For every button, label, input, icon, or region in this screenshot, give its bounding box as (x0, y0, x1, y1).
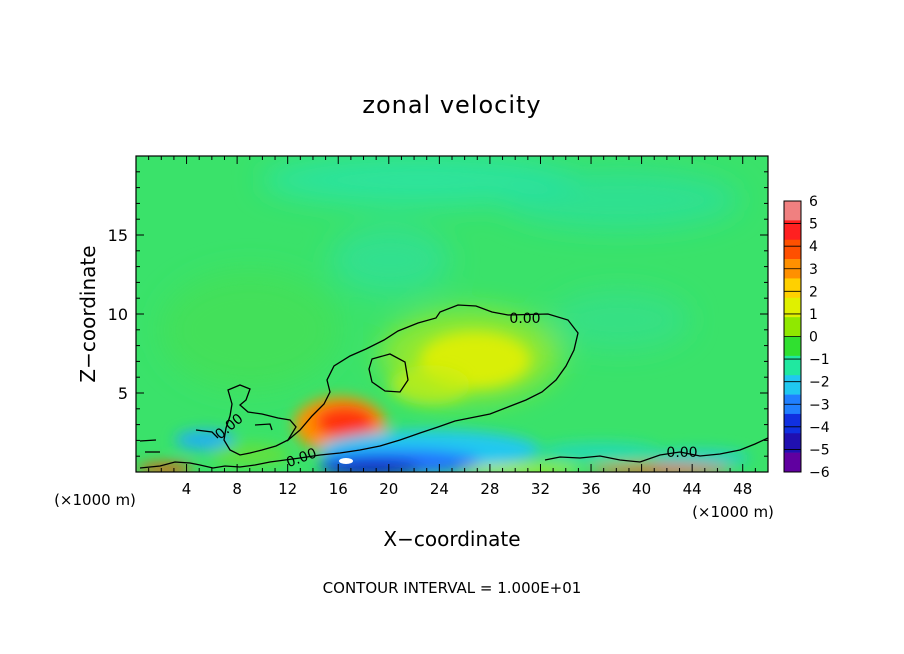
colorbar-tick-label: −6 (809, 465, 830, 481)
colorbar-swatch (784, 201, 801, 221)
colorbar-swatch (784, 278, 801, 299)
colorbar-swatch (784, 355, 801, 376)
left-cyan-blob (175, 430, 235, 450)
left-green-region (160, 270, 340, 390)
colorbar-tick-label: −3 (809, 397, 830, 413)
x-axis: 4 8 12 16 20 24 28 32 36 40 44 48 (135, 156, 769, 498)
surface-yellow-mid (460, 466, 580, 472)
left-green-low (210, 443, 290, 467)
upper-right-cyan-region (500, 170, 740, 230)
right-cyan-low (540, 442, 660, 462)
surface-red-right (590, 465, 730, 472)
colorbar-swatch (784, 336, 801, 357)
x-axis-label: X−coordinate (383, 527, 520, 551)
upper-cyan-region (260, 156, 580, 206)
chart-title: zonal velocity (362, 91, 541, 119)
zero-contour-island (368, 353, 409, 393)
x-tick-label: 36 (581, 480, 600, 498)
y-axis-label: Z−coordinate (76, 245, 100, 382)
colorbar-tick-label: 2 (809, 284, 818, 300)
colorbar-tick-label: −2 (809, 375, 830, 391)
x-tick-label: 4 (182, 480, 192, 498)
x-tick-label: 24 (430, 480, 449, 498)
contour-label: 0.00 (666, 445, 697, 461)
zero-contour-small-left (139, 423, 273, 453)
red-max-core (315, 406, 375, 438)
yellow-core-2 (390, 365, 470, 405)
colorbar-swatch (784, 433, 801, 453)
navy-minimum (320, 460, 420, 472)
colorbar-tick-label: −5 (809, 442, 830, 458)
contour-label: 0.00 (509, 311, 540, 327)
x-tick-label: 8 (232, 480, 242, 498)
colorbar: 6 5 4 3 2 1 0 −1 −2 −3 −4 −5 −6 (783, 194, 830, 481)
y-tick-label: 5 (118, 384, 128, 403)
colorbar-tick-label: −4 (809, 420, 830, 436)
zero-contour-right (544, 437, 768, 463)
right-cyan-low-2 (650, 449, 750, 467)
contour-interval-note: CONTOUR INTERVAL = 1.000E+01 (323, 579, 582, 597)
colorbar-tick-label: −1 (809, 352, 830, 368)
x-tick-label: 48 (733, 480, 752, 498)
colorbar-tick-label: 1 (809, 307, 818, 323)
colorbar-swatch (784, 317, 801, 337)
x-tick-label: 20 (379, 480, 398, 498)
colorbar-swatch (784, 220, 801, 241)
colorbar-tick-label: 4 (809, 239, 818, 255)
x-tick-label: 28 (480, 480, 499, 498)
colorbar-swatch (784, 375, 801, 395)
colorbar-swatch (784, 239, 801, 260)
colorbar-tick-label: 5 (809, 217, 818, 233)
colorbar-tick-label: 3 (809, 262, 818, 278)
y-tick-label: 15 (108, 226, 128, 245)
plot-area: 0.00 0.00 0.00 0.00 (136, 156, 768, 472)
x-tick-label: 32 (531, 480, 550, 498)
x-unit-label-left: (×1000 m) (54, 491, 136, 509)
x-unit-label-right: (×1000 m) (692, 503, 774, 521)
x-tick-label: 16 (329, 480, 348, 498)
colorbar-swatch (784, 297, 801, 318)
colorbar-tick-label: 0 (809, 330, 818, 346)
zero-contour-left (223, 384, 297, 456)
mid-cyan-region (330, 225, 450, 295)
colorbar-tick-label: 6 (809, 194, 818, 210)
x-tick-label: 40 (632, 480, 651, 498)
zero-contour (139, 304, 579, 469)
colorbar-swatch (784, 413, 801, 434)
x-tick-label: 44 (683, 480, 702, 498)
surface-red-left (137, 464, 193, 472)
colorbar-swatch (784, 452, 801, 473)
x-tick-label: 12 (278, 480, 297, 498)
white-spot (339, 458, 353, 464)
y-axis: 5 10 15 (108, 155, 768, 473)
y-tick-label: 10 (108, 305, 128, 324)
right-mid-cyan-region (550, 290, 690, 350)
